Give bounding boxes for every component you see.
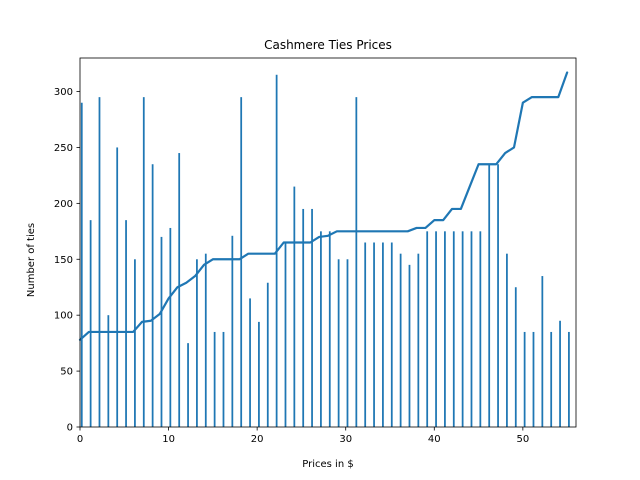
bar: [444, 231, 446, 427]
bar: [169, 227, 172, 427]
bar: [196, 259, 198, 427]
x-axis-label: Prices in $: [302, 459, 353, 470]
bar: [532, 331, 535, 427]
y-tick-label: 250: [54, 143, 73, 154]
bar: [452, 231, 455, 427]
bar: [107, 315, 110, 427]
bar: [506, 253, 508, 427]
bar: [231, 235, 234, 427]
bar: [382, 242, 384, 427]
bar: [80, 102, 83, 427]
bar: [337, 259, 340, 427]
bar: [390, 242, 393, 427]
bar: [559, 320, 561, 427]
bar: [408, 264, 411, 427]
bar: [488, 164, 491, 428]
bar: [355, 97, 358, 427]
y-tick-label: 200: [54, 199, 73, 210]
bar: [116, 147, 119, 427]
bar: [550, 331, 553, 427]
line-series: [78, 71, 569, 341]
plot-frame: [79, 57, 577, 428]
bar: [399, 253, 402, 427]
bar: [346, 259, 349, 427]
y-tick-label: 0: [67, 423, 73, 434]
bar: [284, 242, 287, 427]
bar: [249, 298, 251, 427]
bar: [240, 97, 243, 427]
x-tick-label: 20: [251, 434, 264, 445]
bar: [258, 321, 260, 427]
x-tick-label: 0: [77, 434, 83, 445]
bar: [320, 231, 322, 427]
bar: [89, 220, 92, 427]
bar: [328, 231, 331, 427]
y-tick-label: 300: [54, 87, 73, 98]
axes-frame: [79, 57, 577, 428]
y-tick-label: 100: [54, 311, 73, 322]
bar: [98, 97, 101, 427]
bar: [160, 236, 163, 427]
y-axis-label: Number of ties: [26, 223, 37, 297]
bar: [266, 282, 269, 427]
bar: [302, 208, 305, 427]
bar: [178, 153, 181, 428]
bar: [293, 186, 296, 427]
bar: [497, 164, 499, 428]
bar: [204, 253, 207, 427]
bar: [568, 331, 570, 427]
bar: [134, 259, 136, 427]
y-tick-label: 50: [60, 367, 73, 378]
bar-series: [80, 74, 570, 428]
bar: [523, 331, 526, 427]
bar: [151, 164, 154, 428]
bar: [514, 287, 517, 427]
y-tick-label: 150: [54, 255, 73, 266]
bar: [461, 231, 464, 427]
bar: [187, 343, 189, 427]
x-tick-label: 30: [339, 434, 352, 445]
bar: [470, 231, 473, 427]
cumulative-line: [78, 71, 569, 341]
chart-title: Cashmere Ties Prices: [264, 38, 392, 52]
bar: [426, 231, 429, 427]
bar: [373, 242, 375, 427]
bar: [125, 220, 127, 427]
x-axis-ticks: 0 10 20 30 40 50: [77, 427, 529, 445]
x-tick-label: 50: [516, 434, 529, 445]
bar: [479, 231, 482, 427]
bar: [311, 208, 313, 427]
bar: [222, 331, 225, 427]
bar: [435, 231, 437, 427]
x-tick-label: 10: [162, 434, 175, 445]
bar: [541, 276, 544, 427]
x-tick-label: 40: [428, 434, 441, 445]
bar: [142, 97, 145, 427]
bar: [417, 253, 420, 427]
y-axis-ticks: 0 50 100 150 200 250 300: [54, 87, 80, 434]
bar: [213, 331, 216, 427]
bar: [364, 242, 367, 427]
